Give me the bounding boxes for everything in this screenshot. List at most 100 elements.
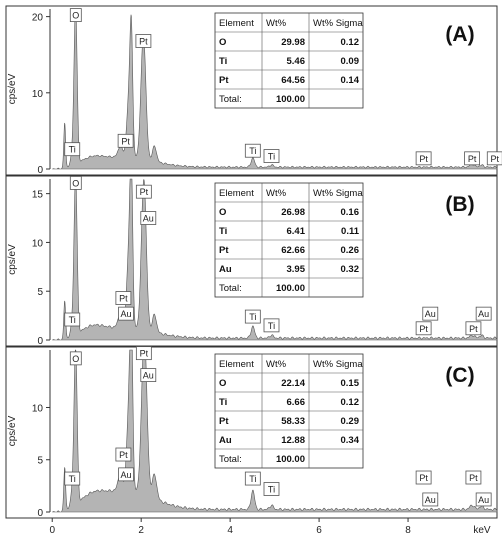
peak-label-box — [244, 309, 261, 324]
peak-label-pt: Pt — [135, 34, 152, 48]
peak-label-box — [486, 151, 502, 166]
peak-label-au: Au — [140, 211, 157, 225]
table-sigma-cell: 0.16 — [341, 207, 360, 218]
spectrum-panel-a: 0 10 20 cps/eV O Ti Pt Pt Ti Ti Pt Pt Pt Element Wt% Wt… — [5, 5, 502, 176]
table-element-cell: Pt — [219, 416, 229, 427]
peak-label-pt: Pt — [486, 151, 502, 166]
peak-label-box — [244, 471, 261, 486]
table-sigma-cell: 0.26 — [341, 245, 360, 256]
spectrum-area — [52, 178, 498, 341]
table-sigma-cell: 0.12 — [341, 397, 360, 408]
peak-label-text: Pt — [419, 324, 428, 334]
peak-label-text: Au — [478, 309, 489, 319]
peak-label-box — [115, 291, 132, 305]
y-tick-label: 10 — [32, 403, 44, 414]
table-sigma-cell: 0.14 — [341, 75, 360, 86]
table-header-cell: Element — [219, 188, 254, 199]
peak-label-ti: Ti — [244, 471, 261, 486]
peak-label-text: Au — [121, 309, 132, 319]
peak-label-text: Pt — [119, 450, 128, 460]
peak-label-text: Au — [143, 371, 154, 381]
peak-label-box — [135, 184, 152, 199]
table-sigma-cell: 0.12 — [341, 37, 360, 48]
x-tick-label: 4 — [227, 525, 233, 536]
peak-label-box — [475, 306, 492, 321]
peak-label-box — [415, 470, 432, 485]
y-tick-label: 15 — [32, 190, 44, 201]
peak-label-text: Au — [121, 470, 132, 480]
peak-label-text: O — [72, 354, 79, 364]
peak-label-box — [69, 8, 82, 22]
peak-label-text: Au — [425, 309, 436, 319]
table-header-cell: Wt% Sigma — [313, 188, 363, 199]
x-axis: 0 2 4 6 8 keV — [49, 518, 491, 536]
table-total-value: 100.00 — [276, 454, 305, 465]
peak-label-o: O — [69, 176, 82, 190]
peak-label-pt: Pt — [465, 470, 482, 485]
x-tick-label: 0 — [49, 525, 55, 536]
table-wt-cell: 22.14 — [281, 378, 305, 389]
peak-label-text: Pt — [140, 187, 149, 197]
x-axis-unit-label: keV — [473, 525, 491, 536]
peak-label-box — [118, 467, 134, 482]
y-axis-label: cps/eV — [7, 415, 18, 446]
table-element-cell: Pt — [219, 75, 229, 86]
peak-label-text: Pt — [491, 154, 500, 164]
composition-table: Element Wt% Wt% Sigma O 22.14 0.15 Ti 6.66 0.12 P… — [214, 353, 364, 469]
peak-label-box — [415, 321, 432, 336]
peak-label-box — [465, 470, 482, 485]
peak-label-text: Au — [143, 214, 154, 224]
table-header-cell: Wt% Sigma — [313, 18, 363, 29]
table-sigma-cell: 0.09 — [341, 56, 360, 67]
x-tick-label: 8 — [405, 525, 411, 536]
peak-label-box — [69, 351, 82, 366]
table-element-cell: O — [219, 207, 226, 218]
peak-label-text: Ti — [268, 152, 275, 162]
peak-label-pt: Pt — [415, 321, 432, 336]
peak-label-box — [69, 176, 82, 190]
peak-label-text: Ti — [69, 474, 76, 484]
peak-label-au: Au — [422, 306, 439, 321]
table-sigma-cell: 0.15 — [341, 378, 360, 389]
x-tick-label: 6 — [316, 525, 322, 536]
peak-label-pt: Pt — [135, 184, 152, 199]
table-wt-cell: 62.66 — [281, 245, 305, 256]
composition-table: Element Wt% Wt% Sigma O 26.98 0.16 Ti 6.41 0.11 P… — [214, 182, 364, 298]
peak-label-text: Pt — [468, 154, 477, 164]
peak-label-text: O — [72, 11, 79, 21]
peak-label-box — [135, 34, 152, 48]
panel-letter-label: (C) — [445, 364, 474, 387]
peak-label-box — [475, 492, 492, 507]
panel-letter-label: (B) — [445, 193, 474, 216]
peak-label-box — [115, 447, 132, 462]
peak-label-ti: Ti — [64, 142, 81, 157]
table-element-cell: Ti — [219, 56, 227, 67]
peak-label-au: Au — [140, 368, 157, 382]
peak-label-o: O — [69, 8, 82, 22]
y-axis-label: cps/eV — [7, 244, 18, 275]
peak-label-box — [464, 151, 480, 166]
table-total-label: Total: — [219, 283, 242, 294]
spectrum-area — [52, 349, 498, 513]
peak-label-box — [244, 143, 261, 158]
table-sigma-cell: 0.32 — [341, 264, 360, 275]
peak-label-text: Pt — [469, 473, 478, 483]
table-element-cell: Ti — [219, 397, 227, 408]
panel-letter-label: (A) — [445, 23, 474, 46]
peak-label-pt: Pt — [115, 447, 132, 462]
table-element-cell: O — [219, 37, 226, 48]
table-header-cell: Wt% — [266, 18, 287, 29]
peak-label-au: Au — [118, 467, 134, 482]
table-wt-cell: 3.95 — [287, 264, 306, 275]
peak-label-text: Ti — [69, 315, 76, 325]
table-element-cell: Pt — [219, 245, 229, 256]
y-tick-label: 0 — [37, 165, 43, 176]
peak-label-text: Ti — [268, 321, 275, 331]
peak-label-box — [117, 133, 134, 148]
table-total-label: Total: — [219, 94, 242, 105]
table-sigma-cell: 0.11 — [341, 226, 360, 237]
table-header-cell: Element — [219, 359, 254, 370]
table-wt-cell: 12.88 — [281, 435, 305, 446]
peak-label-text: Pt — [469, 324, 478, 334]
